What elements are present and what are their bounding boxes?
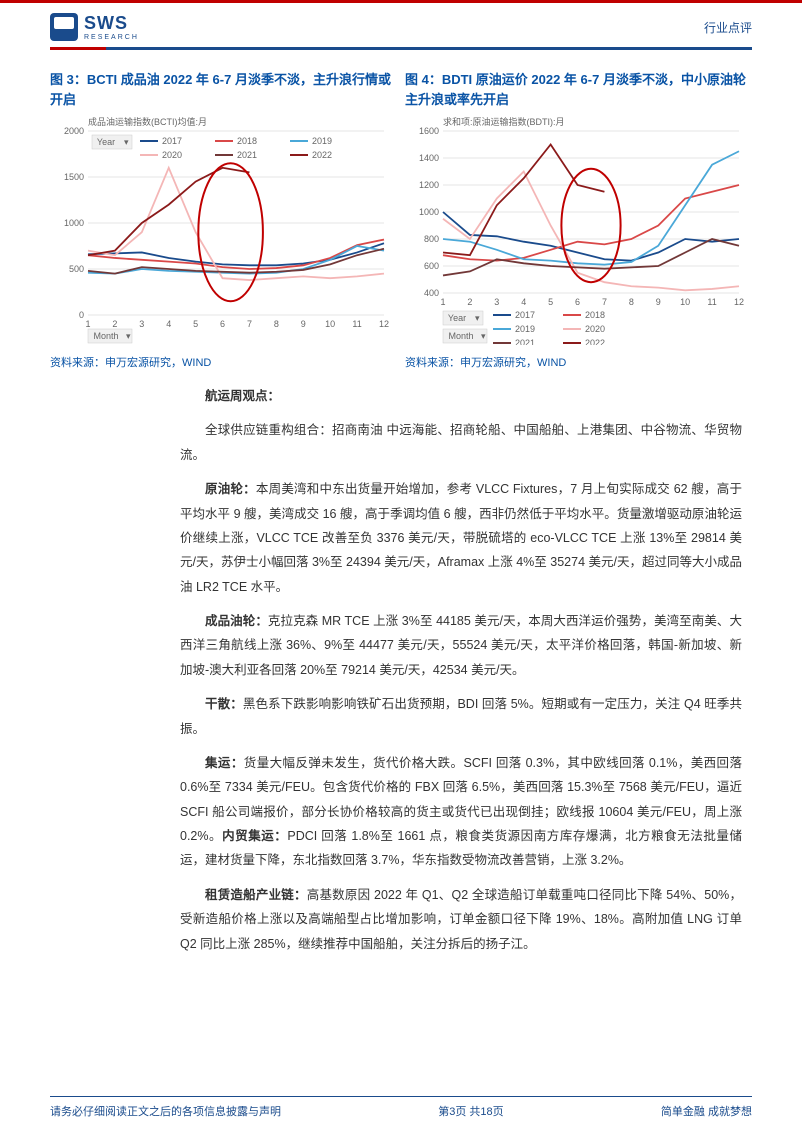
- logo-main-text: SWS: [84, 13, 139, 34]
- svg-text:1400: 1400: [419, 153, 439, 163]
- chart-3: 图 3：BCTI 成品油 2022 年 6-7 月淡季不淡，主升浪行情或开启 成…: [50, 70, 397, 370]
- crude-text: 本周美湾和中东出货量开始增加，参考 VLCC Fixtures，7 月上旬实际成…: [180, 482, 742, 594]
- svg-text:▾: ▾: [126, 331, 131, 341]
- svg-text:▾: ▾: [124, 137, 129, 147]
- logo-sub-text: RESEARCH: [84, 34, 139, 41]
- svg-text:2020: 2020: [162, 150, 182, 160]
- svg-text:6: 6: [575, 297, 580, 307]
- svg-text:2017: 2017: [162, 136, 182, 146]
- svg-text:2: 2: [467, 297, 472, 307]
- footer-line: [50, 1096, 752, 1097]
- chart-3-title: 图 3：BCTI 成品油 2022 年 6-7 月淡季不淡，主升浪行情或开启: [50, 70, 397, 109]
- svg-text:4: 4: [521, 297, 526, 307]
- svg-text:600: 600: [424, 261, 439, 271]
- para-portfolio: 全球供应链重构组合：招商南油 中远海能、招商轮船、中国船舶、上港集团、中谷物流、…: [180, 418, 742, 467]
- section-title: 航运周观点：: [180, 384, 742, 408]
- svg-text:8: 8: [629, 297, 634, 307]
- svg-text:12: 12: [734, 297, 744, 307]
- svg-text:800: 800: [424, 234, 439, 244]
- svg-text:0: 0: [79, 310, 84, 320]
- domestic-label: 内贸集运：: [222, 829, 287, 843]
- header-category: 行业点评: [704, 19, 752, 36]
- sws-logo-icon: [50, 13, 78, 41]
- svg-text:▾: ▾: [481, 331, 486, 341]
- crude-label: 原油轮：: [205, 482, 256, 496]
- page-footer: 请务必仔细阅读正文之后的各项信息披露与声明 第3页 共18页 简单金融 成就梦想: [0, 1096, 802, 1133]
- chart-4: 图 4：BDTI 原油运价 2022 年 6-7 月淡季不淡，中小原油轮主升浪或…: [405, 70, 752, 370]
- svg-text:2020: 2020: [585, 324, 605, 334]
- page-header: SWS RESEARCH 行业点评: [0, 3, 802, 47]
- footer-center: 第3页 共18页: [438, 1103, 503, 1119]
- footer-left: 请务必仔细阅读正文之后的各项信息披露与声明: [50, 1103, 281, 1119]
- para-product: 成品油轮：克拉克森 MR TCE 上涨 3%至 44185 美元/天，本周大西洋…: [180, 609, 742, 682]
- body-content: 航运周观点： 全球供应链重构组合：招商南油 中远海能、招商轮船、中国船舶、上港集…: [0, 374, 802, 976]
- svg-text:5: 5: [548, 297, 553, 307]
- svg-text:求和项:原油运输指数(BDTI):月: 求和项:原油运输指数(BDTI):月: [443, 116, 565, 127]
- svg-text:3: 3: [139, 319, 144, 329]
- svg-text:2022: 2022: [312, 150, 332, 160]
- svg-text:2019: 2019: [312, 136, 332, 146]
- para-dry: 干散：黑色系下跌影响影响铁矿石出货预期，BDI 回落 5%。短期或有一定压力，关…: [180, 692, 742, 741]
- svg-text:1000: 1000: [419, 207, 439, 217]
- svg-text:1000: 1000: [64, 218, 84, 228]
- svg-text:7: 7: [247, 319, 252, 329]
- svg-text:400: 400: [424, 288, 439, 298]
- svg-text:11: 11: [707, 297, 716, 307]
- svg-text:成品油运输指数(BCTI)均值:月: 成品油运输指数(BCTI)均值:月: [88, 116, 207, 127]
- charts-row: 图 3：BCTI 成品油 2022 年 6-7 月淡季不淡，主升浪行情或开启 成…: [0, 50, 802, 374]
- svg-text:3: 3: [494, 297, 499, 307]
- svg-text:2021: 2021: [515, 338, 535, 345]
- svg-text:1: 1: [85, 319, 90, 329]
- svg-text:2019: 2019: [515, 324, 535, 334]
- svg-text:2018: 2018: [237, 136, 257, 146]
- svg-text:5: 5: [193, 319, 198, 329]
- svg-text:1600: 1600: [419, 126, 439, 136]
- svg-text:7: 7: [602, 297, 607, 307]
- dry-text: 黑色系下跌影响影响铁矿石出货预期，BDI 回落 5%。短期或有一定压力，关注 Q…: [180, 697, 742, 735]
- svg-text:12: 12: [379, 319, 389, 329]
- svg-text:6: 6: [220, 319, 225, 329]
- svg-text:Year: Year: [97, 137, 115, 147]
- dry-label: 干散：: [205, 697, 243, 711]
- chart-3-source: 资料来源：申万宏源研究，WIND: [50, 354, 397, 370]
- chart-4-source: 资料来源：申万宏源研究，WIND: [405, 354, 752, 370]
- logo: SWS RESEARCH: [50, 13, 139, 41]
- svg-text:Month: Month: [93, 331, 118, 341]
- svg-text:Year: Year: [448, 313, 466, 323]
- svg-text:2017: 2017: [515, 310, 535, 320]
- svg-text:9: 9: [656, 297, 661, 307]
- svg-text:1200: 1200: [419, 180, 439, 190]
- svg-text:2000: 2000: [64, 126, 84, 136]
- svg-text:10: 10: [325, 319, 335, 329]
- svg-text:1: 1: [440, 297, 445, 307]
- para-crude: 原油轮：本周美湾和中东出货量开始增加，参考 VLCC Fixtures，7 月上…: [180, 477, 742, 599]
- svg-text:9: 9: [301, 319, 306, 329]
- chart-4-title: 图 4：BDTI 原油运价 2022 年 6-7 月淡季不淡，中小原油轮主升浪或…: [405, 70, 752, 109]
- svg-text:10: 10: [680, 297, 690, 307]
- svg-text:2018: 2018: [585, 310, 605, 320]
- svg-text:500: 500: [69, 264, 84, 274]
- svg-text:2: 2: [112, 319, 117, 329]
- para-container: 集运：货量大幅反弹未发生，货代价格大跌。SCFI 回落 0.3%，其中欧线回落 …: [180, 751, 742, 873]
- svg-text:8: 8: [274, 319, 279, 329]
- svg-text:2021: 2021: [237, 150, 257, 160]
- svg-text:4: 4: [166, 319, 171, 329]
- chart-4-svg: 求和项:原油运输指数(BDTI):月 400 600 800 1000 1200 1400 1…: [405, 115, 752, 350]
- svg-text:▾: ▾: [475, 313, 480, 323]
- chart-3-svg: 成品油运输指数(BCTI)均值:月05001000150020001234567…: [50, 115, 397, 350]
- para-lease: 租赁造船产业链：高基数原因 2022 年 Q1、Q2 全球造船订单载重吨口径同比…: [180, 883, 742, 956]
- svg-text:2022: 2022: [585, 338, 605, 345]
- product-label: 成品油轮：: [205, 614, 268, 628]
- svg-text:11: 11: [352, 319, 361, 329]
- container-label: 集运：: [205, 756, 244, 770]
- svg-text:1500: 1500: [64, 172, 84, 182]
- lease-label: 租赁造船产业链：: [205, 888, 307, 902]
- footer-right: 简单金融 成就梦想: [661, 1103, 752, 1119]
- svg-text:Month: Month: [448, 331, 473, 341]
